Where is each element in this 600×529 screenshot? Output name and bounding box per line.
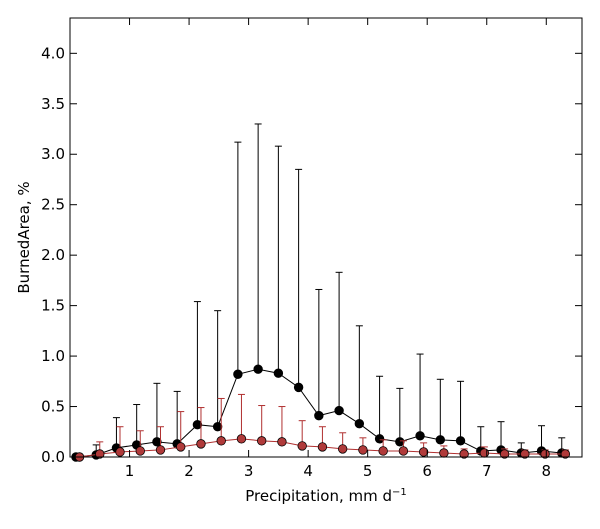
data-point: [317, 442, 328, 452]
data-point: [560, 449, 571, 459]
data-point: [455, 436, 466, 446]
plot-frame: [69, 17, 583, 458]
data-point: [297, 441, 307, 451]
x-tick-label: 5: [363, 462, 373, 480]
y-axis-label: BurnedArea, %: [15, 181, 33, 293]
data-point: [196, 439, 206, 449]
x-tick-label: 4: [303, 462, 313, 480]
x-axis-label: Precipitation, mm d−1: [245, 487, 407, 505]
data-point: [115, 447, 125, 457]
x-axis-label-superscript: −1: [392, 487, 407, 498]
data-point: [152, 437, 162, 447]
y-tick-label: 2.5: [41, 196, 65, 214]
data-point: [378, 446, 388, 456]
data-point: [398, 446, 409, 456]
y-tick-label: 2.0: [41, 246, 65, 264]
data-point: [257, 436, 267, 446]
data-point: [155, 445, 166, 455]
data-point: [192, 420, 203, 430]
data-point: [135, 446, 145, 456]
data-point: [354, 418, 365, 429]
data-point: [176, 442, 186, 452]
y-tick-label: 1.0: [41, 347, 65, 365]
data-point: [439, 448, 449, 458]
x-tick-label: 7: [482, 462, 492, 480]
data-point: [212, 422, 223, 432]
data-point: [520, 449, 530, 459]
y-tick-label: 3.5: [41, 95, 65, 113]
y-tick-label: 3.0: [41, 145, 65, 163]
data-point: [540, 449, 550, 459]
data-point: [358, 445, 368, 455]
data-point: [337, 444, 348, 454]
data-point: [273, 368, 284, 378]
x-tick-label: 6: [422, 462, 432, 480]
x-tick-label: 2: [184, 462, 194, 480]
data-point: [395, 437, 405, 447]
data-point: [216, 436, 226, 446]
y-tick-label: 0.5: [41, 398, 65, 416]
tick-layer: 1 2 3 4 5 6 7 8 0.0 0.5 1.0 1.5 2.0 2.5 3.0 3.5 4.0: [41, 18, 582, 480]
data-point: [293, 382, 304, 393]
series-layer: [71, 123, 571, 462]
data-point: [233, 369, 243, 379]
data-point: [253, 364, 263, 374]
y-tick-label: 4.0: [41, 44, 65, 62]
x-axis-label-text: Precipitation, mm d: [245, 487, 392, 505]
data-point: [277, 437, 287, 447]
x-tick-label: 3: [244, 462, 254, 480]
data-point: [415, 431, 425, 441]
series-2: [74, 393, 571, 462]
data-point: [236, 434, 247, 444]
data-point: [479, 448, 490, 458]
data-point: [459, 449, 469, 459]
data-point: [374, 434, 385, 444]
data-point: [334, 405, 344, 416]
x-tick-label: 1: [125, 462, 135, 480]
y-tick-label: 1.5: [41, 297, 65, 315]
data-point: [314, 410, 324, 421]
data-point: [95, 449, 105, 459]
series-1: [71, 123, 567, 462]
y-tick-label: 0.0: [41, 448, 65, 466]
data-point: [499, 449, 510, 459]
data-point: [418, 447, 429, 457]
data-point: [435, 435, 446, 445]
x-tick-label: 8: [542, 462, 552, 480]
